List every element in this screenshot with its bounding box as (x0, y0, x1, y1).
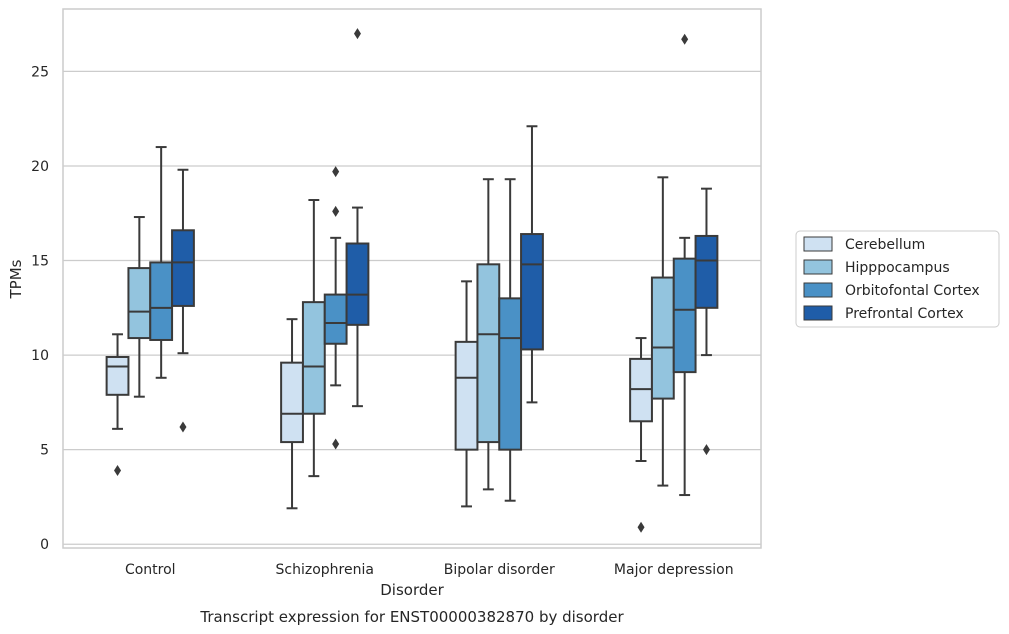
box (476, 263, 501, 444)
legend-label: Orbitofontal Cortex (845, 283, 980, 299)
box-group (650, 176, 675, 487)
box (105, 355, 130, 396)
x-axis-label: Disorder (380, 581, 444, 599)
box (149, 261, 174, 341)
legend-swatch (803, 282, 833, 298)
outlier-point (332, 205, 340, 217)
chart-caption: Transcript expression for ENST0000038287… (199, 608, 624, 626)
box-group (171, 168, 195, 433)
box (280, 361, 304, 444)
x-tick-label: Control (125, 562, 176, 578)
box (520, 233, 544, 351)
legend-frame (795, 230, 1000, 328)
box-plots (105, 28, 719, 533)
box (498, 297, 523, 451)
box-group (323, 166, 348, 450)
box (650, 276, 675, 400)
outlier-point (332, 166, 340, 178)
legend-label: Cerebellum (845, 237, 925, 253)
box-group (672, 33, 697, 497)
legend: Cerebellum Hipppocampus Orbitofontal Corte… (795, 230, 1000, 328)
legend-label: Prefrontal Cortex (845, 306, 964, 322)
legend-swatch (803, 236, 833, 252)
box-group (498, 178, 523, 502)
y-tick-label: 0 (40, 537, 49, 553)
legend-swatch (803, 259, 833, 275)
y-tick-label: 5 (40, 443, 49, 459)
box-group (105, 333, 130, 476)
y-tick-label: 20 (31, 159, 49, 175)
box-group (345, 28, 370, 408)
y-tick-label: 25 (31, 64, 49, 80)
box (694, 234, 719, 309)
box-group (629, 337, 653, 533)
box (127, 267, 152, 340)
x-axis: Control Schizophrenia Bipolar disorder Majo… (125, 562, 734, 578)
outlier-point (637, 521, 645, 533)
outlier-point (681, 33, 689, 45)
box (454, 340, 479, 451)
outlier-point (332, 438, 340, 450)
outlier-point (179, 421, 187, 433)
box (323, 293, 348, 345)
y-tick-label: 10 (31, 348, 49, 364)
legend-swatch (803, 305, 833, 321)
y-tick-label: 15 (31, 254, 49, 270)
outlier-point (114, 464, 122, 476)
box-group (694, 187, 719, 456)
box (345, 242, 370, 326)
legend-label: Hipppocampus (845, 260, 950, 276)
box-group (280, 318, 304, 510)
plot-frame (62, 8, 762, 549)
box (301, 301, 326, 415)
outlier-point (353, 28, 361, 40)
x-tick-label: Schizophrenia (276, 562, 374, 578)
y-axis: 0 5 10 15 20 25 (31, 64, 49, 553)
box-group (149, 146, 174, 379)
box (672, 257, 697, 374)
box-group (454, 280, 479, 508)
box-group (127, 216, 152, 398)
x-tick-label: Bipolar disorder (444, 562, 555, 578)
box-group (520, 125, 544, 404)
y-axis-label: TPMs (7, 259, 25, 299)
box (171, 229, 195, 307)
box-group (476, 178, 501, 491)
box-group (301, 199, 326, 478)
x-tick-label: Major depression (614, 562, 734, 578)
outlier-point (702, 444, 710, 456)
